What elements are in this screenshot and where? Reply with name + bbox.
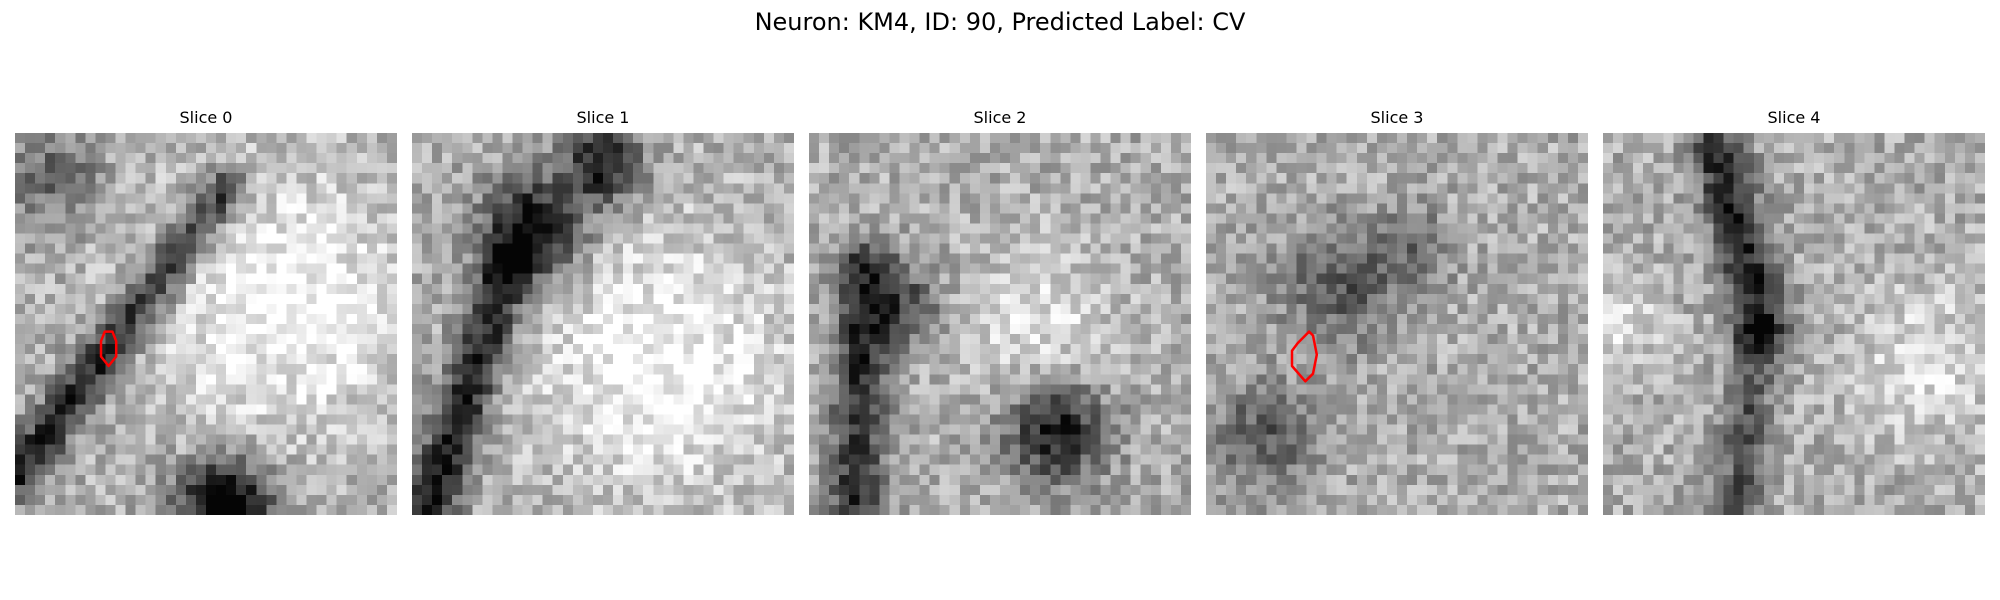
figure-title: Neuron: KM4, ID: 90, Predicted Label: CV <box>754 8 1246 36</box>
slice-image <box>809 133 1191 515</box>
neuron-contour <box>1290 330 1319 383</box>
slice-image <box>412 133 794 515</box>
slice-title: Slice 3 <box>1370 108 1424 127</box>
slice-image <box>1603 133 1985 515</box>
neuron-contour-overlay <box>99 330 118 368</box>
neuron-contour-overlay <box>412 133 794 515</box>
slice-image <box>15 133 397 515</box>
neuron-contour-overlay <box>1603 133 1985 515</box>
slice-image <box>1206 133 1588 515</box>
neuron-contour <box>99 330 118 368</box>
neuron-contour-overlay <box>809 133 1191 515</box>
slice-title: Slice 0 <box>179 108 233 127</box>
slice-title: Slice 2 <box>973 108 1027 127</box>
slice-title: Slice 4 <box>1767 108 1821 127</box>
slice-title: Slice 1 <box>576 108 630 127</box>
neuron-contour-overlay <box>1290 330 1319 383</box>
